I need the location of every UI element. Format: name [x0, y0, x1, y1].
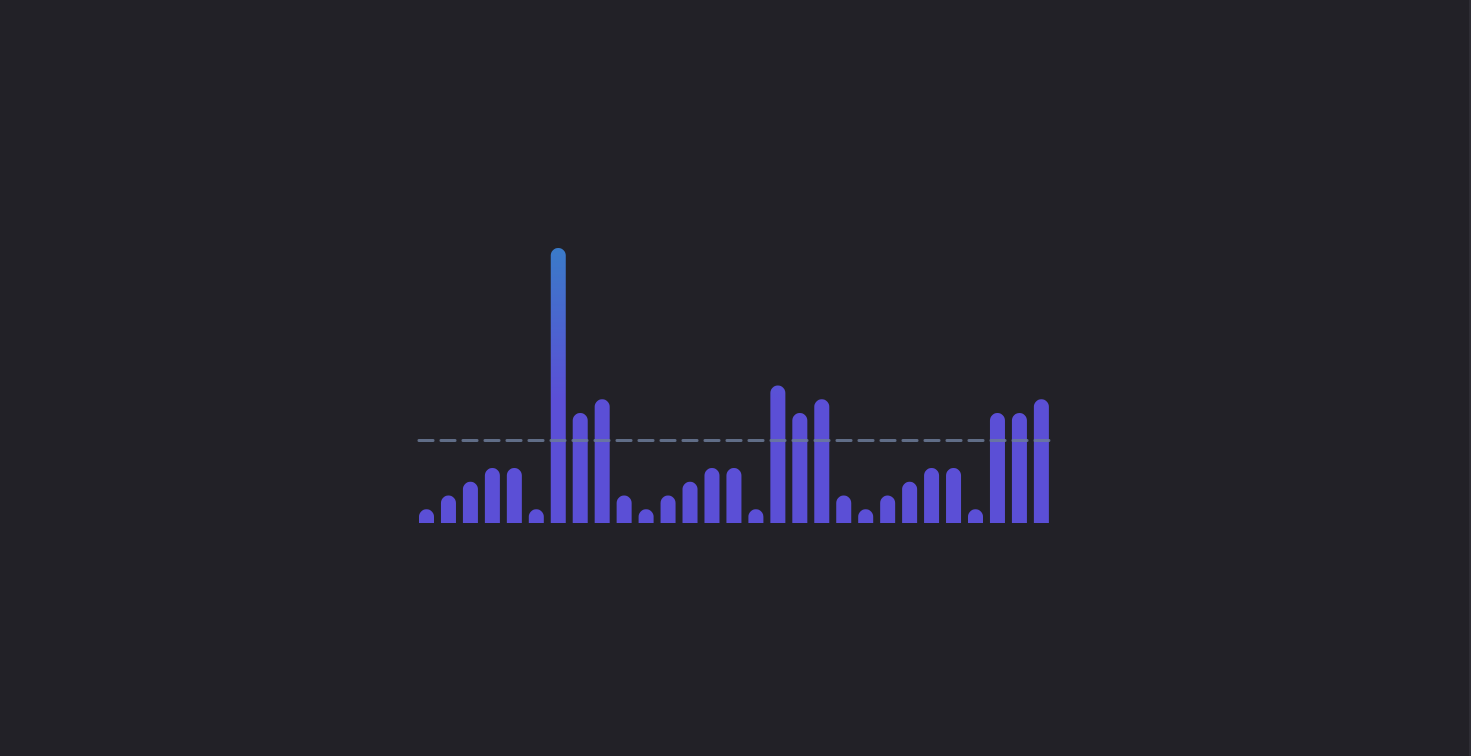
bar	[946, 468, 962, 523]
bar	[594, 399, 610, 523]
bar	[968, 509, 983, 523]
bar	[836, 495, 852, 523]
bar	[792, 413, 808, 523]
bars-group	[419, 248, 1049, 524]
bar	[682, 481, 698, 523]
bar	[616, 495, 632, 523]
bar	[989, 413, 1005, 523]
bar	[924, 468, 940, 523]
bar	[880, 495, 896, 523]
bar	[440, 495, 456, 523]
bar	[748, 509, 764, 523]
window-edge	[1469, 0, 1471, 756]
bar	[528, 509, 544, 523]
bar	[1033, 399, 1049, 523]
bar	[660, 495, 676, 523]
bar	[638, 509, 654, 523]
bar	[506, 467, 522, 523]
bar	[1011, 412, 1027, 523]
bar	[484, 468, 500, 523]
bar	[550, 248, 566, 524]
bar	[858, 509, 874, 523]
bar	[572, 413, 588, 523]
bar	[902, 481, 918, 523]
bar	[704, 468, 720, 523]
bar	[814, 399, 830, 523]
bar	[770, 385, 786, 523]
bar	[419, 509, 434, 523]
bar	[462, 481, 478, 523]
bar	[726, 468, 742, 523]
